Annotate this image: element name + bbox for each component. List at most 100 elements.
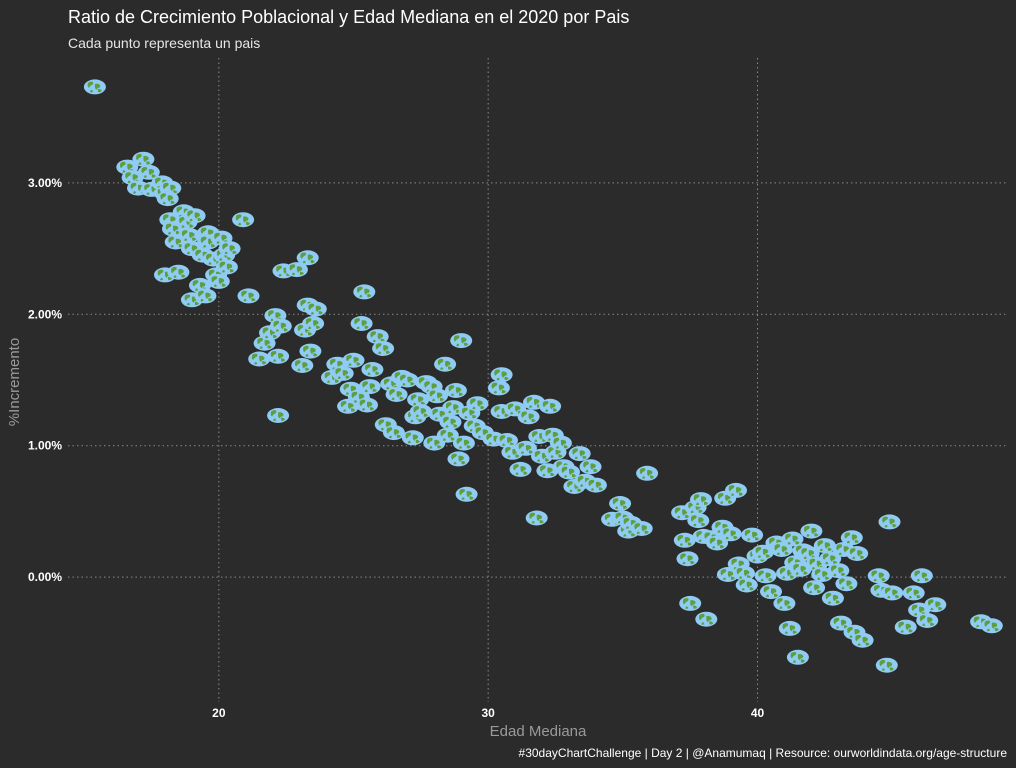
x-axis-title: Edad Mediana xyxy=(490,723,587,740)
data-point-earth-icon xyxy=(690,492,712,508)
data-point-earth-icon xyxy=(353,284,376,300)
data-point-earth-icon xyxy=(132,151,155,167)
data-point-earth-icon xyxy=(778,620,801,636)
x-tick-label: 30 xyxy=(481,706,495,720)
data-point-earth-icon xyxy=(800,523,823,539)
data-point-earth-icon xyxy=(509,461,532,477)
data-point-earth-icon xyxy=(695,611,718,627)
x-axis: 20 30 40 xyxy=(212,706,764,720)
data-point-earth-icon xyxy=(487,380,510,396)
data-point-earth-icon xyxy=(452,435,475,451)
data-point-earth-icon xyxy=(878,514,901,530)
y-axis: 0.00% 1.00% 2.00% 3.00% xyxy=(28,176,62,584)
data-point-earth-icon xyxy=(679,595,702,611)
data-point-earth-icon xyxy=(517,409,540,425)
data-point-earth-icon xyxy=(450,333,473,349)
y-tick-label: 1.00% xyxy=(28,439,62,453)
data-point-earth-icon xyxy=(447,451,470,467)
data-point-earth-icon xyxy=(821,590,844,606)
data-point-earth-icon xyxy=(687,513,710,529)
data-point-earth-icon xyxy=(867,568,890,584)
data-point-earth-icon xyxy=(827,563,850,579)
data-point-earth-icon xyxy=(178,227,201,243)
data-point-earth-icon xyxy=(846,546,869,561)
data-point-earth-icon xyxy=(299,343,322,359)
data-point-earth-icon xyxy=(673,532,696,548)
data-point-earth-icon xyxy=(356,397,378,413)
data-point-earth-icon xyxy=(331,365,354,381)
data-point-earth-icon xyxy=(910,568,933,584)
data-point-earth-icon xyxy=(267,348,290,364)
y-tick-label: 2.00% xyxy=(28,307,62,321)
data-point-earth-icon xyxy=(851,632,874,648)
y-tick-label: 3.00% xyxy=(28,176,62,190)
data-point-earth-icon xyxy=(167,264,190,280)
data-point-earth-icon xyxy=(525,510,548,526)
data-point-earth-icon xyxy=(609,496,632,511)
data-point-earth-icon xyxy=(754,568,777,584)
data-point-earth-icon xyxy=(156,191,179,207)
data-point-earth-icon xyxy=(358,379,381,395)
data-point-earth-icon xyxy=(434,356,457,372)
data-point-earth-icon xyxy=(194,288,217,304)
data-point-earth-icon xyxy=(248,351,271,367)
data-point-earth-icon xyxy=(269,318,292,334)
data-point-earth-icon xyxy=(719,526,742,542)
data-point-earth-icon xyxy=(539,398,562,414)
data-point-earth-icon xyxy=(444,383,467,398)
data-point-earth-icon xyxy=(835,576,858,592)
data-point-earth-icon xyxy=(636,465,659,481)
data-point-earth-icon xyxy=(385,387,408,402)
data-point-earth-icon xyxy=(579,459,602,475)
data-point-earth-icon xyxy=(207,273,230,289)
data-point-earth-icon xyxy=(291,358,314,373)
data-point-earth-icon xyxy=(741,527,764,543)
data-point-earth-icon xyxy=(786,649,809,665)
chart-title: Ratio de Crecimiento Poblacional y Edad … xyxy=(68,7,629,27)
data-point-earth-icon xyxy=(215,259,238,275)
data-point-earth-icon xyxy=(490,367,513,383)
data-point-earth-icon xyxy=(401,430,424,446)
x-tick-label: 20 xyxy=(212,706,226,720)
data-point-earth-icon xyxy=(881,585,904,601)
data-point-earth-icon xyxy=(361,362,384,377)
data-point-earth-icon xyxy=(372,341,395,356)
data-point-earth-icon xyxy=(218,241,241,257)
grid-lines xyxy=(68,58,1008,702)
data-point-earth-icon xyxy=(630,521,653,536)
chart-subtitle: Cada punto representa un pais xyxy=(68,35,260,51)
data-point-earth-icon xyxy=(840,530,863,546)
data-point-earth-icon xyxy=(439,414,462,430)
y-tick-label: 0.00% xyxy=(28,570,62,584)
data-point-earth-icon xyxy=(267,408,290,423)
data-point-earth-icon xyxy=(409,404,432,419)
data-point-earth-icon xyxy=(725,482,747,498)
data-point-earth-icon xyxy=(902,585,925,601)
data-point-earth-icon xyxy=(304,301,327,317)
data-point-earth-icon xyxy=(232,212,255,228)
chart-caption: #30dayChartChallenge | Day 2 | @Anamumaq… xyxy=(519,746,1008,760)
y-axis-title: %Incremento xyxy=(6,338,23,426)
data-point-earth-icon xyxy=(342,352,365,368)
data-point-earth-icon xyxy=(773,595,796,611)
data-point-earth-icon xyxy=(83,79,106,95)
data-point-earth-icon xyxy=(803,580,826,596)
data-point-earth-icon xyxy=(735,577,758,593)
data-point-earth-icon xyxy=(183,208,206,224)
data-point-earth-icon xyxy=(980,618,1003,634)
data-point-earth-icon xyxy=(676,551,699,567)
data-point-earth-icon xyxy=(584,477,607,493)
data-point-earth-icon xyxy=(396,372,419,388)
scatter-points xyxy=(83,79,1003,673)
data-point-earth-icon xyxy=(894,619,917,635)
data-point-earth-icon xyxy=(302,316,325,331)
data-point-earth-icon xyxy=(350,316,373,331)
data-point-earth-icon xyxy=(382,425,405,441)
data-point-earth-icon xyxy=(426,388,448,404)
x-tick-label: 40 xyxy=(751,706,765,720)
data-point-earth-icon xyxy=(924,597,947,613)
data-point-earth-icon xyxy=(466,396,489,412)
data-point-earth-icon xyxy=(237,288,260,304)
data-point-earth-icon xyxy=(760,584,782,600)
